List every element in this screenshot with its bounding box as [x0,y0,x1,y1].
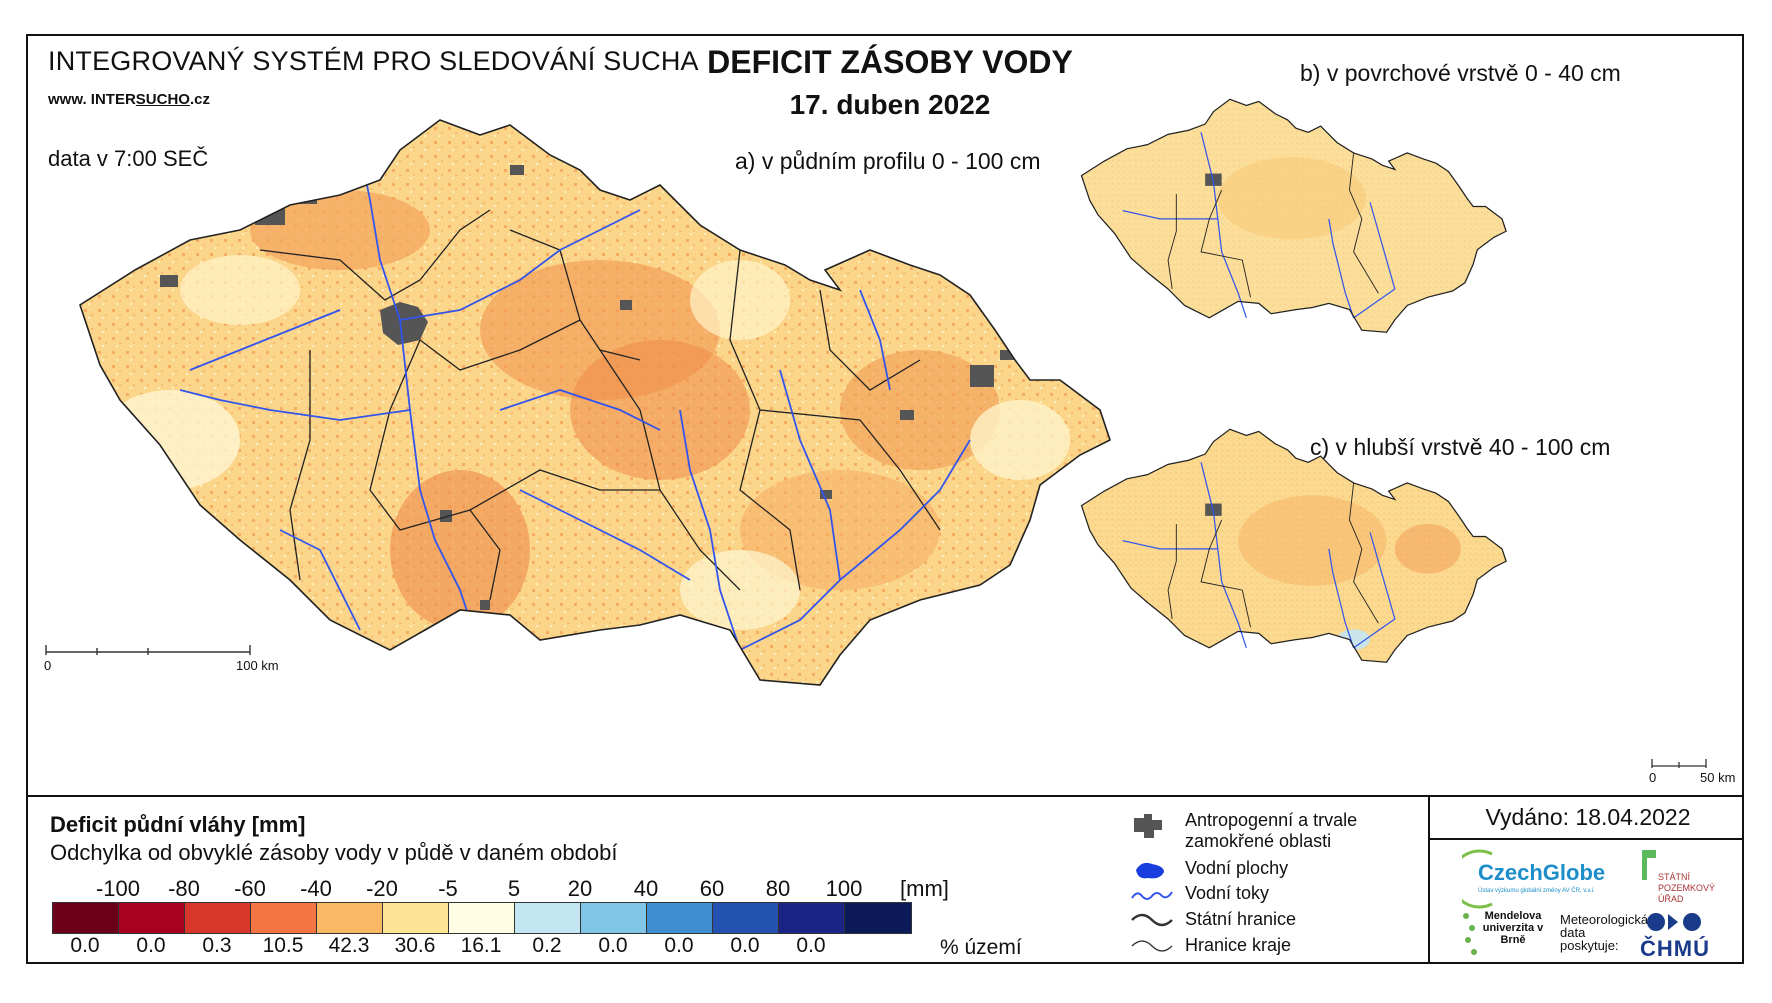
map-b [1080,98,1507,333]
map-c-label: c) v hlubší vrstvě 40 - 100 cm [1310,434,1611,460]
legend-unit: [mm] [900,876,949,901]
spu-name: STÁTNÍ POZEMKOVÝ ÚŘAD [1658,872,1716,904]
met-data-text: Meteorologická data poskytuje: [1560,912,1649,953]
map-a-label: a) v půdním profilu 0 - 100 cm [735,148,1041,174]
legend-swatch [251,903,317,933]
legend-pct-value: 0.2 [532,934,562,957]
legend-swatch [515,903,581,933]
key-state-border: Státní hranice [1185,909,1297,929]
legend-pct-value: 0.0 [664,934,694,957]
legend-pct-value: 0.3 [202,934,232,957]
mendel-logo-icon [1463,913,1477,955]
legend-swatch [317,903,383,933]
legend-tick-label: 20 [567,876,593,901]
main-title: DEFICIT ZÁSOBY VODY [707,44,1073,80]
map-b-label: b) v povrchové vrstvě 0 - 40 cm [1300,60,1621,86]
system-title: INTEGROVANÝ SYSTÉM PRO SLEDOVÁNÍ SUCHA [48,46,699,76]
legend-swatch [647,903,713,933]
data-time: data v 7:00 SEČ [48,146,209,171]
legend-pct-value: 10.5 [262,934,304,957]
legend-pct-unit: % území [940,936,1022,959]
legend-tick-label: 40 [633,876,659,901]
key-region-border: Hranice kraje [1185,935,1292,955]
legend-title: Deficit půdní vláhy [mm] [50,812,306,837]
legend-tick-label: -40 [300,876,332,901]
legend-tick-label: -5 [438,876,458,901]
map-date: 17. duben 2022 [789,89,991,120]
legend-swatch [449,903,515,933]
czechglobe-name: CzechGlobe [1478,860,1606,885]
state-border-icon [1131,913,1173,927]
legend-swatch [713,903,779,933]
region-borders [259,209,941,601]
legend-subtitle: Odchylka od obvyklé zásoby vody v půdě v… [50,840,618,865]
legend-swatch [779,903,845,933]
legend-swatch [53,903,119,933]
system-url[interactable]: www. INTERSUCHO.cz [48,91,210,108]
scale-bar-a [45,645,251,655]
legend-tick-label: -100 [95,876,141,901]
legend-tick-label: 100 [825,876,863,901]
legend-tick-label: -20 [366,876,398,901]
legend-swatch [383,903,449,933]
legend-pct-value: 0.0 [598,934,628,957]
legend-percentages: 0.0 0.0 0.3 10.5 42.3 30.6 16.1 0.2 0.0 0.0 0.0 0.0 [52,934,952,960]
spu-logo-icon [1642,850,1656,880]
legend-swatch [185,903,251,933]
issued-date: Vydáno: 18.04.2022 [1485,804,1691,830]
key-rivers: Vodní toky [1185,883,1270,903]
chmu-name: ČHMÚ [1640,936,1710,961]
legend-pct-value: 16.1 [460,934,502,957]
scale-a-start: 0 [44,658,52,673]
river-icon [1131,891,1173,900]
water-body-icon [1136,862,1164,879]
key-water-bodies: Vodní plochy [1185,858,1289,878]
legend-color-bar [52,902,912,934]
czechglobe-subtitle: Ústav výzkumu globální změny AV ČR, v.v.… [1478,888,1595,894]
legend-pct-value: 0.0 [70,934,100,957]
scale-bar-c [1651,759,1707,768]
legend-tick-label: 60 [699,876,725,901]
legend-tick-label: 5 [507,876,521,901]
scale-c-start: 0 [1649,770,1657,785]
mendel-name: Mendelova univerzita v Brně [1482,910,1544,946]
scale-a-end: 100 km [236,658,279,673]
legend-pct-value: 0.0 [796,934,826,957]
legend-tick-label: -80 [168,876,200,901]
issued-divider [1428,838,1744,840]
map-c [1080,428,1507,663]
legend-pct-value: 42.3 [328,934,370,957]
legend-swatch [581,903,647,933]
legend-pct-value: 30.6 [394,934,436,957]
footer-divider [1428,795,1430,964]
urban-icon [1134,814,1162,838]
legend-divider [26,795,1744,797]
legend-ticks: -100 -80 -60 -40 -20 -5 5 20 40 60 80 100 [52,876,952,902]
legend-swatch [845,903,911,933]
legend-swatch [119,903,185,933]
legend-tick-label: 80 [765,876,791,901]
legend-pct-value: 0.0 [136,934,166,957]
key-urban: Antropogenní a trvale zamokřené oblasti [1185,810,1358,851]
rivers [179,149,971,651]
scale-c-end: 50 km [1700,770,1736,785]
region-border-icon [1131,940,1173,952]
legend-pct-value: 0.0 [730,934,760,957]
chmu-logo-icon [1647,913,1701,931]
map-a [45,119,1111,686]
czechglobe-logo [1462,849,1493,909]
legend-tick-label: -60 [234,876,266,901]
